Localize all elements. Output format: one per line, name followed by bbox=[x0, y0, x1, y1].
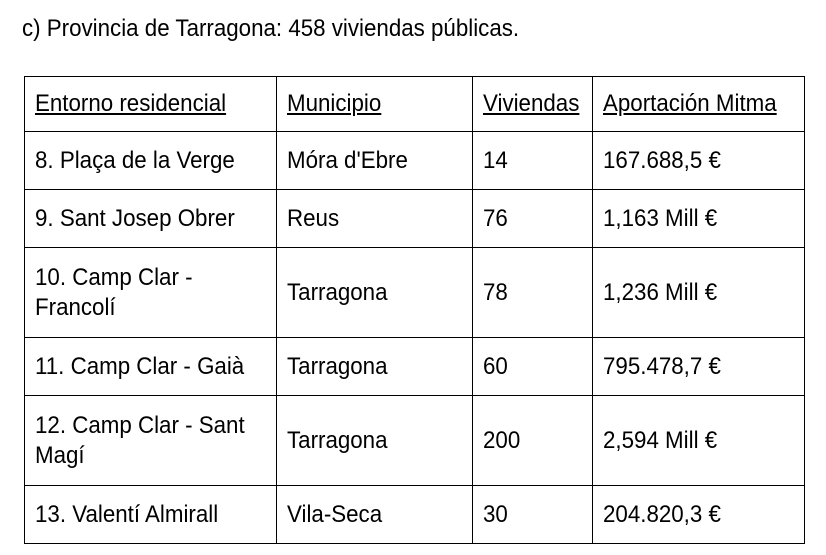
cell-entorno: 12. Camp Clar - Sant Magí bbox=[24, 395, 277, 486]
cell-municipio: Tarragona bbox=[276, 337, 473, 396]
cell-aportacion: 2,594 Mill € bbox=[592, 395, 805, 486]
cell-entorno: 9. Sant Josep Obrer bbox=[24, 189, 277, 248]
table-row: 9. Sant Josep Obrer Reus 76 1,163 Mill € bbox=[24, 189, 805, 248]
header-entorno: Entorno residencial bbox=[24, 76, 277, 132]
cell-entorno: 11. Camp Clar - Gaià bbox=[24, 337, 277, 396]
cell-viviendas: 200 bbox=[472, 395, 593, 486]
table-row: 11. Camp Clar - Gaià Tarragona 60 795.47… bbox=[24, 337, 805, 396]
table-row: 13. Valentí Almirall Vila-Seca 30 204.82… bbox=[24, 485, 805, 544]
header-aportacion: Aportación Mitma bbox=[592, 76, 805, 132]
cell-municipio: Vila-Seca bbox=[276, 485, 473, 544]
cell-aportacion: 795.478,7 € bbox=[592, 337, 805, 396]
header-municipio: Municipio bbox=[276, 76, 473, 132]
cell-viviendas: 78 bbox=[472, 247, 593, 338]
cell-entorno: 10. Camp Clar - Francolí bbox=[24, 247, 277, 338]
cell-municipio: Reus bbox=[276, 189, 473, 248]
cell-viviendas: 14 bbox=[472, 131, 593, 190]
cell-aportacion: 204.820,3 € bbox=[592, 485, 805, 544]
cell-viviendas: 30 bbox=[472, 485, 593, 544]
table-row: 12. Camp Clar - Sant Magí Tarragona 200 … bbox=[24, 395, 805, 486]
section-heading: c) Provincia de Tarragona: 458 viviendas… bbox=[22, 15, 520, 42]
cell-entorno: 8. Plaça de la Verge bbox=[24, 131, 277, 190]
cell-aportacion: 1,163 Mill € bbox=[592, 189, 805, 248]
cell-viviendas: 76 bbox=[472, 189, 593, 248]
housing-table: Entorno residencial Municipio Viviendas … bbox=[24, 76, 805, 544]
cell-municipio: Tarragona bbox=[276, 247, 473, 338]
cell-municipio: Tarragona bbox=[276, 395, 473, 486]
header-row: Entorno residencial Municipio Viviendas … bbox=[24, 76, 805, 132]
header-viviendas: Viviendas bbox=[472, 76, 593, 132]
cell-entorno: 13. Valentí Almirall bbox=[24, 485, 277, 544]
cell-aportacion: 167.688,5 € bbox=[592, 131, 805, 190]
cell-aportacion: 1,236 Mill € bbox=[592, 247, 805, 338]
cell-municipio: Móra d'Ebre bbox=[276, 131, 473, 190]
cell-viviendas: 60 bbox=[472, 337, 593, 396]
table-row: 8. Plaça de la Verge Móra d'Ebre 14 167.… bbox=[24, 131, 805, 190]
table-row: 10. Camp Clar - Francolí Tarragona 78 1,… bbox=[24, 247, 805, 338]
